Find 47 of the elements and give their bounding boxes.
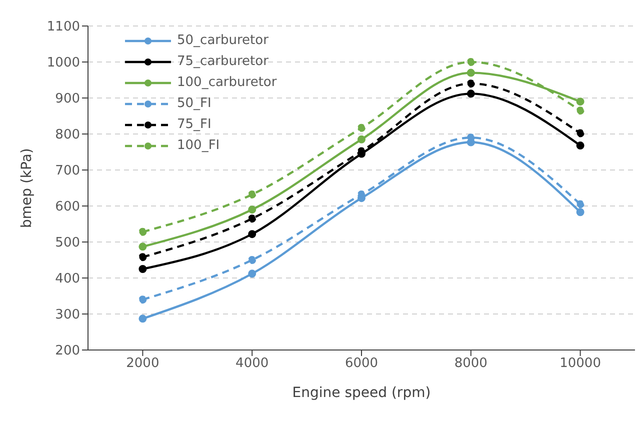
y-tick-label: 400 bbox=[55, 272, 80, 287]
point bbox=[138, 242, 147, 251]
x-tick-label: 8000 bbox=[454, 356, 488, 372]
y-tick-label: 600 bbox=[55, 200, 80, 215]
point bbox=[138, 228, 147, 236]
y-tick-label: 700 bbox=[55, 164, 80, 179]
point bbox=[576, 142, 584, 150]
y-tick-label: 500 bbox=[55, 236, 80, 251]
y-tick-label: 200 bbox=[55, 344, 80, 359]
y-tick-label: 1100 bbox=[46, 20, 80, 35]
x-tick-label: 10000 bbox=[560, 356, 601, 372]
y-axis-title: bmep (kPa) bbox=[18, 148, 35, 228]
point bbox=[576, 208, 584, 216]
point bbox=[576, 129, 584, 138]
y-tick-label: 800 bbox=[55, 128, 80, 143]
legend-label: 100_FI bbox=[177, 137, 220, 155]
point bbox=[576, 106, 584, 115]
point bbox=[466, 68, 475, 77]
point bbox=[358, 135, 366, 144]
legend-label: 50_FI bbox=[177, 95, 212, 113]
x-tick-label: 2000 bbox=[126, 356, 160, 372]
legend-label: 50_carburetor bbox=[177, 32, 268, 50]
legend-label: 75_FI bbox=[177, 116, 212, 134]
point bbox=[248, 270, 256, 278]
x-tick-label: 4000 bbox=[236, 356, 269, 372]
point bbox=[138, 314, 147, 323]
x-tick-label: 6000 bbox=[344, 356, 378, 372]
y-tick-label: 900 bbox=[55, 92, 80, 107]
point bbox=[248, 190, 256, 198]
legend-label: 75_carburetor bbox=[177, 53, 268, 71]
point bbox=[138, 253, 147, 262]
y-tick-label: 300 bbox=[55, 308, 80, 323]
x-axis-title: Engine speed (rpm) bbox=[292, 385, 431, 401]
point bbox=[138, 265, 147, 273]
point bbox=[248, 230, 256, 238]
y-tick-label: 1000 bbox=[46, 56, 80, 71]
legend-label: 100_carburetor bbox=[177, 74, 277, 92]
point bbox=[248, 214, 256, 223]
point bbox=[466, 80, 475, 88]
point bbox=[138, 296, 147, 304]
point bbox=[576, 98, 584, 106]
point bbox=[466, 90, 475, 98]
point bbox=[248, 206, 256, 214]
point bbox=[358, 124, 366, 132]
point bbox=[248, 256, 256, 264]
point bbox=[466, 58, 475, 66]
point bbox=[576, 200, 584, 208]
